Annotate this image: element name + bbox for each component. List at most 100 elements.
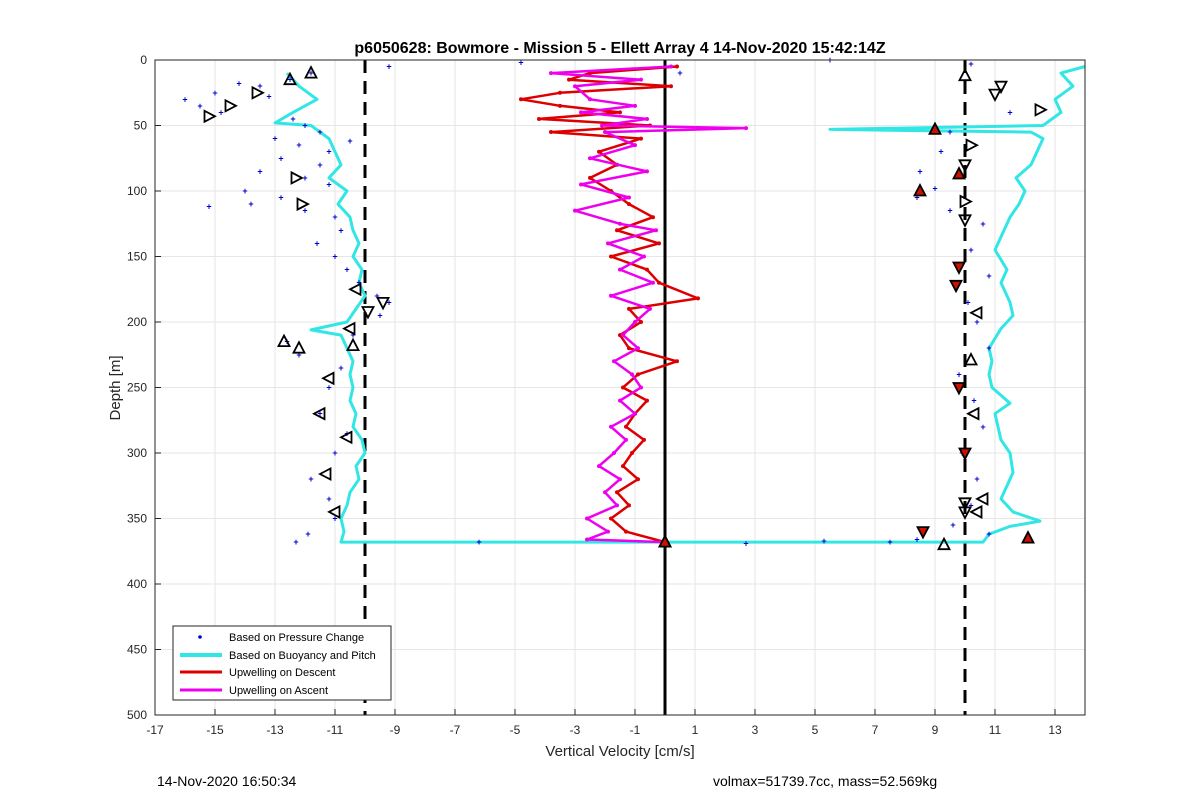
pressure-change-point: +: [947, 127, 952, 137]
x-tick-label: 9: [932, 723, 939, 737]
pressure-change-point: +: [314, 238, 319, 248]
red-triangle-down-marker: [916, 526, 930, 540]
descent-upwelling-point: [657, 241, 661, 246]
pressure-change-point: +: [677, 68, 682, 78]
pressure-change-point: +: [947, 206, 952, 216]
open-triangle-left-marker: [339, 430, 353, 445]
pressure-change-point: +: [236, 79, 241, 89]
descent-upwelling-point: [636, 477, 640, 482]
ascent-upwelling-point: [642, 254, 646, 259]
descent-upwelling-point: [657, 280, 661, 285]
pressure-change-point: +: [308, 474, 313, 484]
legend: Based on Pressure Change Based on Buoyan…: [172, 625, 392, 701]
pressure-change-point: +: [182, 94, 187, 104]
pressure-change-point: +: [914, 193, 919, 203]
open-triangle-left-marker: [312, 406, 326, 421]
descent-upwelling-point: [627, 306, 631, 311]
buoyancy-pitch-line: [273, 65, 1086, 544]
descent-upwelling-point: [621, 385, 625, 390]
triangle-markers: [203, 65, 1048, 551]
pressure-change-point: +: [386, 62, 391, 72]
descent-upwelling-point: [609, 516, 613, 521]
descent-upwelling-point: [627, 503, 631, 508]
pressure-change-point: +: [743, 538, 748, 548]
ascent-upwelling-point: [645, 169, 649, 174]
pressure-change-point: +: [197, 101, 202, 111]
open-triangle-up-marker: [964, 352, 978, 366]
descent-upwelling-point: [675, 64, 679, 69]
x-tick-label: -9: [390, 723, 401, 737]
open-triangle-up-marker: [304, 65, 318, 79]
y-tick-label: 0: [140, 53, 147, 67]
pressure-change-point: +: [206, 202, 211, 212]
pressure-change-point: +: [302, 121, 307, 131]
ascent-upwelling-point: [639, 385, 643, 390]
pressure-change-point: +: [968, 500, 973, 510]
ascent-upwelling-point: [627, 195, 631, 200]
pressure-change-point: +: [374, 291, 379, 301]
open-triangle-left-marker: [348, 282, 362, 297]
ascent-upwelling-point: [588, 97, 592, 102]
ascent-upwelling-point: [597, 464, 601, 469]
pressure-change-point: +: [326, 179, 331, 189]
ascent-upwelling-point: [636, 346, 640, 351]
y-tick-label: 100: [127, 184, 147, 198]
descent-upwelling-point: [558, 103, 562, 108]
red-triangle-up-marker: [928, 121, 942, 135]
descent-upwelling-point: [630, 451, 634, 455]
pressure-change-point: +: [974, 317, 979, 327]
descent-upwelling-point: [558, 90, 562, 95]
red-triangle-down-marker: [949, 279, 963, 294]
pressure-change-point: +: [821, 536, 826, 546]
y-tick-label: 300: [127, 446, 147, 460]
open-triangle-down-marker: [958, 159, 972, 173]
pressure-change-point: +: [980, 219, 985, 229]
pressure-change-point: +: [917, 166, 922, 176]
pressure-change-point: +: [317, 127, 322, 137]
y-axis-label: Depth [m]: [107, 355, 124, 420]
ascent-upwelling-point: [618, 221, 622, 226]
pressure-change-point: +: [968, 59, 973, 69]
ascent-upwelling-point: [633, 143, 637, 148]
open-triangle-right-marker: [296, 197, 310, 212]
ascent-upwelling-point: [612, 451, 616, 455]
pressure-change-point: +: [932, 183, 937, 193]
open-triangle-up-marker: [292, 340, 306, 354]
ascent-upwelling-point: [621, 333, 625, 338]
ascent-upwelling-point: [618, 267, 622, 272]
ascent-upwelling-point: [618, 398, 622, 403]
pressure-change-point: +: [350, 330, 355, 340]
open-triangle-down-marker: [958, 497, 972, 511]
pressure-change-point: +: [986, 343, 991, 353]
pressure-change-point: +: [332, 514, 337, 524]
descent-upwelling-point: [627, 346, 631, 351]
ascent-upwelling-point: [549, 71, 553, 76]
pressure-change-point: +: [302, 206, 307, 216]
pressure-change-point: +: [293, 537, 298, 547]
pressure-change-point: +: [986, 271, 991, 281]
pressure-change-point: +: [272, 134, 277, 144]
ascent-upwelling-point: [633, 103, 637, 108]
red-triangle-up-marker: [658, 534, 672, 548]
open-triangle-left-marker: [327, 504, 341, 520]
pressure-change-point: +: [965, 297, 970, 307]
ascent-upwelling-point: [609, 293, 613, 298]
pressure-change-point: +: [266, 92, 271, 102]
x-tick-label: -15: [206, 723, 224, 737]
x-tick-label: -3: [570, 723, 581, 737]
y-tick-label: 350: [127, 512, 147, 526]
descent-upwelling-point: [639, 320, 643, 324]
red-triangle-up-marker: [1021, 530, 1035, 544]
open-triangle-right-marker: [251, 85, 265, 100]
pressure-change-point: +: [332, 448, 337, 458]
red-triangle-down-marker: [952, 382, 966, 396]
x-tick-label: -17: [146, 723, 164, 737]
ascent-upwelling-point: [603, 130, 607, 135]
legend-swatch-pressure: [198, 635, 202, 639]
descent-upwelling-point: [651, 215, 655, 220]
pressure-change-point: +: [980, 422, 985, 432]
y-tick-label: 50: [134, 119, 148, 133]
pressure-change-point: +: [257, 166, 262, 176]
open-triangle-up-marker: [277, 333, 291, 348]
